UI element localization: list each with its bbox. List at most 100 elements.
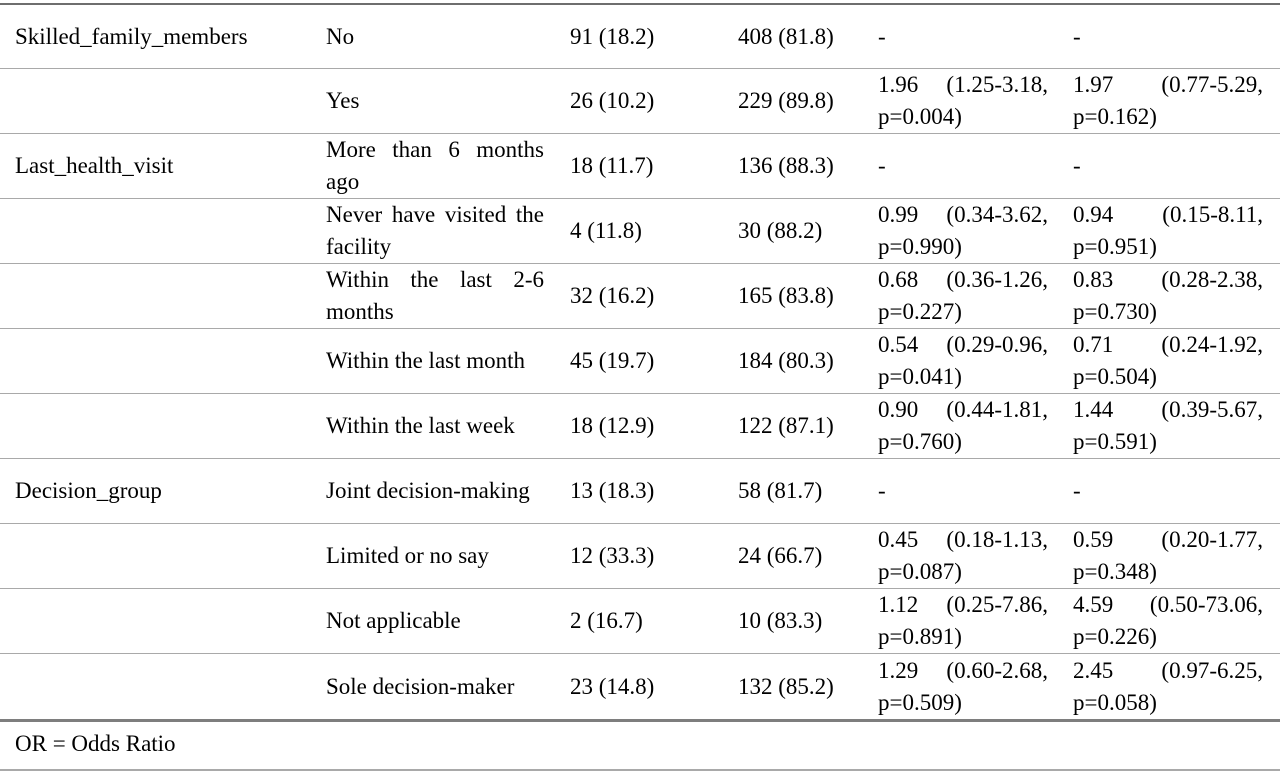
variable-cell — [15, 524, 315, 588]
crude-or-cell-text: - — [878, 23, 886, 49]
count-cell-b-text: 184 (80.3) — [738, 348, 834, 373]
level-cell: Limited or no say — [326, 524, 544, 588]
adjusted-or-cell-text: - — [1073, 478, 1081, 503]
count-cell-b: 165 (83.8) — [738, 264, 858, 328]
count-cell-a: 18 (12.9) — [570, 394, 720, 458]
count-cell-a-text: 2 (16.7) — [570, 608, 643, 633]
level-cell: More than 6 months ago — [326, 134, 544, 198]
variable-cell — [15, 199, 315, 263]
level-cell: Within the last 2-6 months — [326, 264, 544, 328]
adjusted-or-cell: 1.97 (0.77-5.29, p=0.162) — [1073, 69, 1263, 133]
adjusted-or-cell-text: 0.83 (0.28-2.38, p=0.730) — [1073, 267, 1263, 324]
variable-cell — [15, 264, 315, 328]
count-cell-b-text: 136 (88.3) — [738, 153, 834, 178]
level-cell-text: Not applicable — [326, 608, 461, 633]
crude-or-cell-text: - — [878, 153, 886, 178]
adjusted-or-cell: 0.83 (0.28-2.38, p=0.730) — [1073, 264, 1263, 328]
adjusted-or-cell: 0.59 (0.20-1.77, p=0.348) — [1073, 524, 1263, 588]
table-row: Within the last month 45 (19.7) 184 (80.3)… — [0, 329, 1280, 394]
count-cell-a-text: 26 (10.2) — [570, 88, 655, 113]
crude-or-cell: 0.45 (0.18-1.13, p=0.087) — [878, 524, 1048, 588]
adjusted-or-cell-text: 1.44 (0.39-5.67, p=0.591) — [1073, 397, 1263, 454]
count-cell-b-text: 58 (81.7) — [738, 478, 823, 503]
count-cell-b: 30 (88.2) — [738, 199, 858, 263]
count-cell-a: 18 (11.7) — [570, 134, 720, 198]
count-cell-a: 32 (16.2) — [570, 264, 720, 328]
count-cell-a-text: 12 (33.3) — [570, 543, 655, 568]
level-cell-text: Within the last week — [326, 413, 515, 438]
variable-cell-text: Skilled_family_members — [15, 23, 248, 49]
table-row: Limited or no say 12 (33.3) 24 (66.7) 0.45 … — [0, 524, 1280, 589]
level-cell-text: No — [326, 23, 355, 49]
crude-or-cell: 1.29 (0.60-2.68, p=0.509) — [878, 654, 1048, 719]
variable-cell: Last_health_visit — [15, 134, 315, 198]
adjusted-or-cell: - — [1073, 459, 1263, 523]
variable-cell — [15, 654, 315, 719]
count-cell-a: 45 (19.7) — [570, 329, 720, 393]
level-cell: Within the last month — [326, 329, 544, 393]
table-row: Within the last week 18 (12.9) 122 (87.1) 0… — [0, 394, 1280, 459]
adjusted-or-cell: 0.94 (0.15-8.11, p=0.951) — [1073, 199, 1263, 263]
count-cell-a-text: 91 (18.2) — [570, 23, 655, 49]
level-cell: Within the last week — [326, 394, 544, 458]
adjusted-or-cell-text: 1.97 (0.77-5.29, p=0.162) — [1073, 72, 1263, 129]
adjusted-or-cell: - — [1073, 134, 1263, 198]
crude-or-cell-text: 0.54 (0.29-0.96, p=0.041) — [878, 332, 1048, 389]
adjusted-or-cell-text: - — [1073, 153, 1081, 178]
adjusted-or-cell-text: 4.59 (0.50-73.06, p=0.226) — [1073, 592, 1263, 649]
count-cell-a: 23 (14.8) — [570, 654, 720, 719]
level-cell: No — [326, 5, 544, 68]
count-cell-a: 26 (10.2) — [570, 69, 720, 133]
count-cell-b-text: 122 (87.1) — [738, 413, 834, 438]
count-cell-a-text: 13 (18.3) — [570, 478, 655, 503]
crude-or-cell-text: 0.90 (0.44-1.81, p=0.760) — [878, 397, 1048, 454]
count-cell-a: 13 (18.3) — [570, 459, 720, 523]
variable-cell — [15, 329, 315, 393]
crude-or-cell: 0.90 (0.44-1.81, p=0.760) — [878, 394, 1048, 458]
crude-or-cell: 1.96 (1.25-3.18, p=0.004) — [878, 69, 1048, 133]
crude-or-cell-text: 1.12 (0.25-7.86, p=0.891) — [878, 592, 1048, 649]
table-row: Sole decision-maker 23 (14.8) 132 (85.2) 1.… — [0, 654, 1280, 722]
level-cell-text: Joint decision-making — [326, 478, 530, 503]
crude-or-cell-text: - — [878, 478, 886, 503]
adjusted-or-cell-text: 0.59 (0.20-1.77, p=0.348) — [1073, 527, 1263, 584]
count-cell-b-text: 408 (81.8) — [738, 23, 834, 49]
adjusted-or-cell: 2.45 (0.97-6.25, p=0.058) — [1073, 654, 1263, 719]
table-row: Within the last 2-6 months 32 (16.2) 165 (… — [0, 264, 1280, 329]
count-cell-a: 2 (16.7) — [570, 589, 720, 653]
count-cell-a: 91 (18.2) — [570, 5, 720, 68]
adjusted-or-cell: 0.71 (0.24-1.92, p=0.504) — [1073, 329, 1263, 393]
count-cell-b-text: 132 (85.2) — [738, 673, 834, 699]
count-cell-b: 24 (66.7) — [738, 524, 858, 588]
footnote-text: OR = Odds Ratio — [15, 731, 176, 756]
variable-cell: Skilled_family_members — [15, 5, 315, 68]
crude-or-cell-text: 1.96 (1.25-3.18, p=0.004) — [878, 72, 1048, 129]
crude-or-cell: 0.68 (0.36-1.26, p=0.227) — [878, 264, 1048, 328]
level-cell-text: Within the last month — [326, 348, 526, 373]
variable-cell — [15, 69, 315, 133]
level-cell: Yes — [326, 69, 544, 133]
adjusted-or-cell: 1.44 (0.39-5.67, p=0.591) — [1073, 394, 1263, 458]
count-cell-b: 122 (87.1) — [738, 394, 858, 458]
table-row: Not applicable 2 (16.7) 10 (83.3) 1.12 (0.2… — [0, 589, 1280, 654]
level-cell: Joint decision-making — [326, 459, 544, 523]
level-cell-text: Yes — [326, 88, 360, 113]
count-cell-b: 136 (88.3) — [738, 134, 858, 198]
count-cell-a-text: 4 (11.8) — [570, 218, 642, 243]
crude-or-cell: 0.54 (0.29-0.96, p=0.041) — [878, 329, 1048, 393]
count-cell-b: 132 (85.2) — [738, 654, 858, 719]
table-row: Decision_group Joint decision-making 13 (1… — [0, 459, 1280, 524]
level-cell-text: Never have visited the facility — [326, 202, 544, 259]
count-cell-a-text: 23 (14.8) — [570, 673, 655, 699]
crude-or-cell-text: 0.68 (0.36-1.26, p=0.227) — [878, 267, 1048, 324]
level-cell-text: Limited or no say — [326, 543, 489, 568]
count-cell-a-text: 18 (11.7) — [570, 153, 654, 178]
count-cell-b: 10 (83.3) — [738, 589, 858, 653]
crude-or-cell-text: 0.45 (0.18-1.13, p=0.087) — [878, 527, 1048, 584]
crude-or-cell-text: 1.29 (0.60-2.68, p=0.509) — [878, 657, 1048, 715]
count-cell-a-text: 32 (16.2) — [570, 283, 655, 308]
count-cell-b-text: 165 (83.8) — [738, 283, 834, 308]
crude-or-cell-text: 0.99 (0.34-3.62, p=0.990) — [878, 202, 1048, 259]
table-footnote: OR = Odds Ratio — [0, 719, 1280, 771]
level-cell: Sole decision-maker — [326, 654, 544, 719]
